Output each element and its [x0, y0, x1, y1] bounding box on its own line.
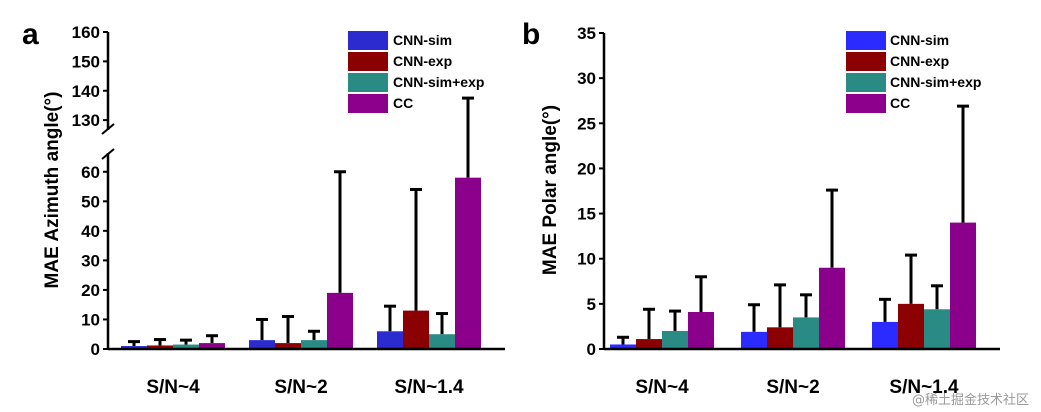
y-tick-label-b: 35: [577, 24, 596, 43]
y-tick-label-b: 10: [577, 250, 596, 269]
bar-b: [793, 317, 819, 349]
legend-label-b: CNN-exp: [890, 53, 949, 69]
axis-break-mark-a: [101, 123, 115, 135]
bar-b: [662, 330, 688, 349]
y-tick-label-a: 0: [91, 340, 100, 359]
bar-a: [173, 344, 199, 349]
bar-b: [898, 303, 924, 349]
legend-swatch-a: [348, 94, 388, 113]
x-category-label-b: S/N~1.4: [889, 377, 959, 398]
y-tick-label-b: 30: [577, 69, 596, 88]
x-category-label-a: S/N~1.4: [394, 377, 464, 398]
bar-a: [147, 345, 173, 349]
axis-break-mark-a: [101, 148, 115, 160]
y-tick-label-b: 25: [577, 114, 596, 133]
bar-a: [301, 340, 327, 349]
y-axis-label-a: MAE Azimuth angle(°): [42, 92, 63, 289]
watermark: @稀土掘金技术社区: [911, 393, 1029, 408]
bar-a: [377, 331, 403, 349]
x-category-label-a: S/N~4: [146, 377, 200, 398]
bar-b: [610, 344, 636, 349]
y-tick-label-b: 15: [577, 205, 596, 224]
panel-label-a: a: [22, 18, 39, 51]
bar-a: [455, 177, 481, 349]
x-category-label-b: S/N~2: [766, 377, 819, 398]
y-tick-label-a: 150: [72, 52, 100, 71]
legend-label-a: CNN-sim: [393, 32, 452, 48]
y-tick-label-a: 130: [72, 111, 100, 130]
bar-a: [249, 340, 275, 349]
y-tick-label-a: 50: [81, 192, 100, 211]
y-tick-label-b: 5: [587, 295, 596, 314]
x-category-label-b: S/N~4: [635, 377, 689, 398]
y-tick-label-a: 160: [72, 23, 100, 42]
legend-label-b: CNN-sim+exp: [890, 74, 981, 90]
bar-b: [924, 309, 950, 349]
y-tick-label-a: 60: [81, 163, 100, 182]
bar-b: [688, 311, 714, 349]
y-tick-label-a: 140: [72, 82, 100, 101]
legend-swatch-b: [846, 31, 886, 50]
bar-a: [403, 310, 429, 349]
bar-b: [636, 339, 662, 349]
y-axis-label-b: MAE Polar angle(°): [540, 105, 561, 275]
y-tick-label-b: 20: [577, 159, 596, 178]
y-tick-label-a: 30: [81, 251, 100, 270]
y-tick-label-b: 0: [587, 340, 596, 359]
x-category-label-a: S/N~2: [274, 377, 327, 398]
legend-swatch-b: [846, 73, 886, 92]
polar-chart: b MAE Polar angle(°) 0 5 10 15 20 25 30 35 S/N~…: [522, 18, 1000, 398]
panel-label-b: b: [522, 18, 540, 51]
legend-swatch-a: [348, 73, 388, 92]
legend-swatch-a: [348, 52, 388, 71]
legend-label-a: CNN-sim+exp: [393, 74, 484, 90]
legend-label-b: CC: [890, 95, 910, 111]
legend-swatch-a: [348, 31, 388, 50]
legend-swatch-b: [846, 52, 886, 71]
legend-label-a: CC: [393, 95, 413, 111]
y-tick-label-a: 40: [81, 222, 100, 241]
y-tick-label-a: 20: [81, 281, 100, 300]
legend-label-b: CNN-sim: [890, 32, 949, 48]
azimuth-chart: a MAE Azimuth angle(°) 0 10 20 30 40 50 60 130 1…: [22, 18, 505, 398]
bar-a: [429, 334, 455, 349]
bar-b: [950, 222, 976, 349]
y-tick-label-a: 10: [81, 310, 100, 329]
bar-a: [327, 292, 353, 349]
bar-b: [819, 267, 845, 349]
bar-b: [767, 327, 793, 349]
bar-a: [275, 343, 301, 349]
bar-a: [121, 346, 147, 349]
legend-label-a: CNN-exp: [393, 53, 452, 69]
bar-b: [741, 331, 767, 349]
bar-b: [872, 321, 898, 349]
bar-a: [199, 343, 225, 349]
legend-swatch-b: [846, 94, 886, 113]
